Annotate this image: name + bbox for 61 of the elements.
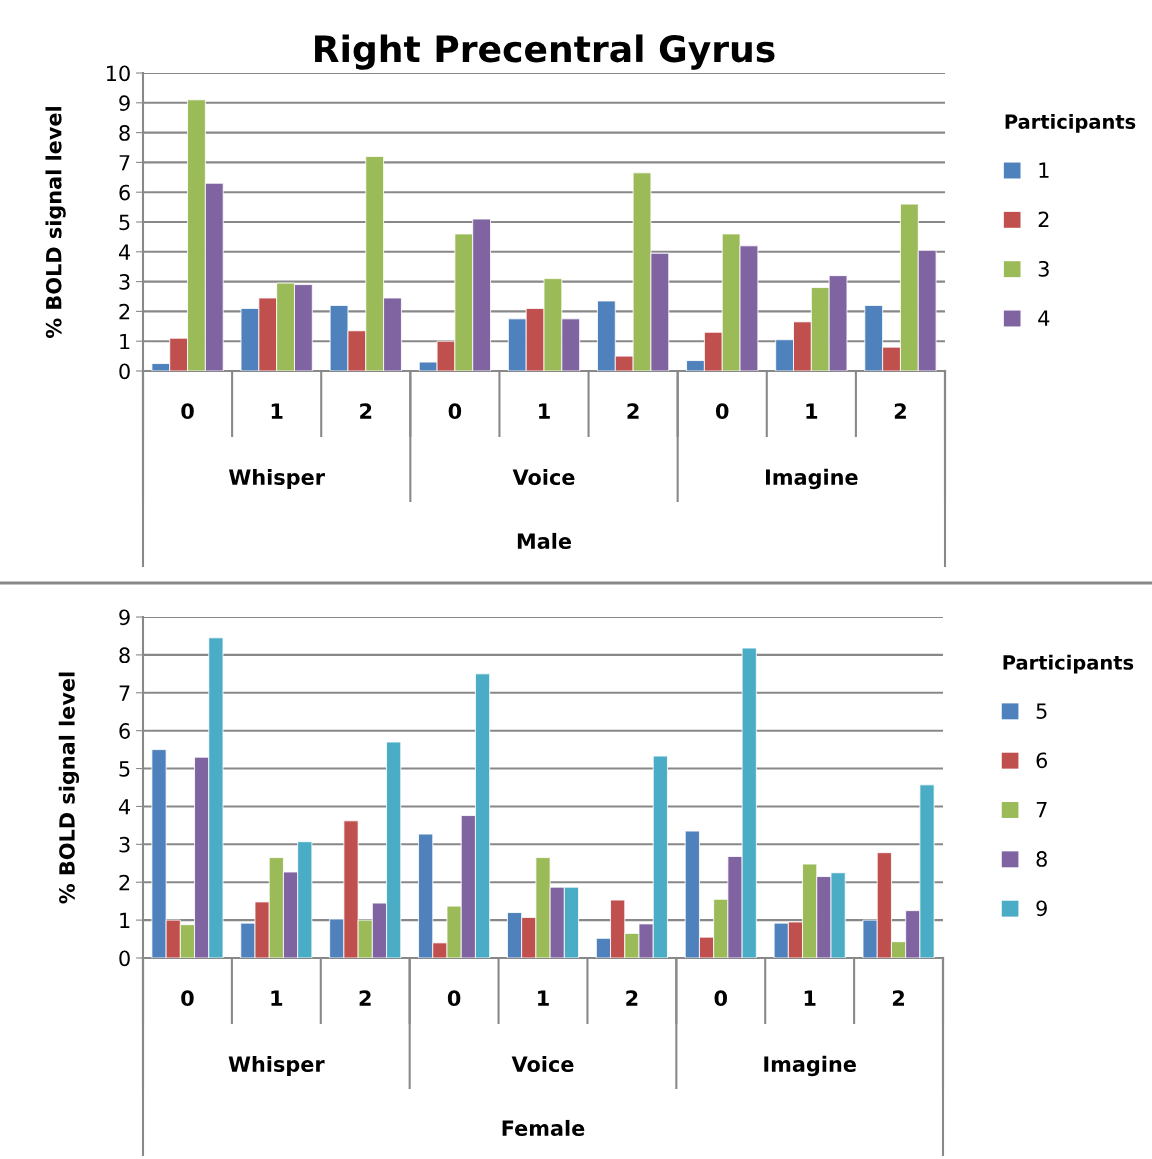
y-tick-label: 9 (119, 609, 130, 626)
x-tick-label: 1 (271, 403, 283, 419)
y-tick-label: 0 (119, 950, 130, 967)
legend-label: 7 (1036, 802, 1047, 818)
legend-label: 3 (1038, 260, 1049, 277)
x-tick-label: 2 (894, 403, 906, 419)
y-tick-label: 4 (118, 244, 131, 260)
x-tick-label: 0 (447, 990, 461, 1007)
x-tick-label: 1 (271, 990, 283, 1006)
legend-label: 8 (1036, 851, 1047, 867)
x-tick-label: 1 (538, 990, 549, 1006)
x-tick-label: 1 (806, 403, 818, 419)
y-tick-label: 8 (119, 647, 130, 664)
y-tick-label: 6 (119, 723, 130, 739)
legend-title: Participants (1005, 113, 1136, 133)
x-tick-label: 0 (715, 403, 729, 420)
text: Imagine (764, 1055, 856, 1077)
y-tick-label: 2 (119, 874, 130, 891)
y-tick-label: 3 (119, 836, 130, 853)
x-tick-label: 0 (181, 990, 194, 1007)
legend-label: 6 (1036, 752, 1048, 769)
legend-title: Participants (1003, 654, 1134, 674)
text: Voice (511, 1055, 574, 1073)
text: Whisper (228, 468, 325, 490)
x-axis-title: Male (517, 532, 572, 550)
y-tick-label: 9 (119, 95, 130, 112)
y-tick-label: 7 (119, 155, 130, 171)
x-tick-label: 0 (448, 403, 462, 420)
x-tick-label: 2 (360, 403, 372, 419)
x-tick-label: 2 (627, 403, 639, 419)
legend-label: 4 (1038, 310, 1050, 326)
x-tick-label: 2 (892, 990, 904, 1006)
x-tick-label: 2 (359, 990, 371, 1006)
legend-label: 5 (1036, 703, 1047, 719)
x-tick-label: 0 (714, 990, 728, 1007)
y-tick-label: 8 (119, 125, 130, 141)
y-tick-label: 7 (119, 685, 130, 701)
legend-label: 9 (1036, 900, 1047, 917)
y-tick-label: 5 (119, 761, 130, 777)
text: Whisper (228, 1055, 325, 1077)
text: Imagine (765, 468, 858, 490)
y-tick-label: 6 (119, 184, 130, 201)
y-tick-label: 10 (106, 65, 130, 82)
x-tick-label: 2 (626, 990, 638, 1006)
y-tick-label: 4 (118, 799, 131, 815)
chart-title: Right Precentral Gyrus (315, 34, 775, 70)
y-tick-label: 2 (119, 303, 130, 320)
y-tick-label: 3 (119, 274, 130, 290)
y-tick-label: 0 (119, 363, 130, 380)
legend-label: 1 (1039, 162, 1049, 178)
y-tick-label: 1 (120, 333, 130, 350)
y-axis-title: % BOLD signal level (45, 107, 66, 339)
y-tick-label: 5 (119, 214, 130, 231)
y-axis-title: % BOLD signal level (58, 672, 80, 904)
legend-label: 2 (1038, 211, 1049, 228)
text: Voice (512, 468, 575, 486)
y-tick-label: 1 (120, 912, 130, 929)
x-tick-label: 1 (539, 403, 550, 419)
x-tick-label: 1 (804, 990, 816, 1006)
x-tick-label: 0 (181, 403, 194, 420)
x-axis-title: Female (502, 1119, 585, 1137)
